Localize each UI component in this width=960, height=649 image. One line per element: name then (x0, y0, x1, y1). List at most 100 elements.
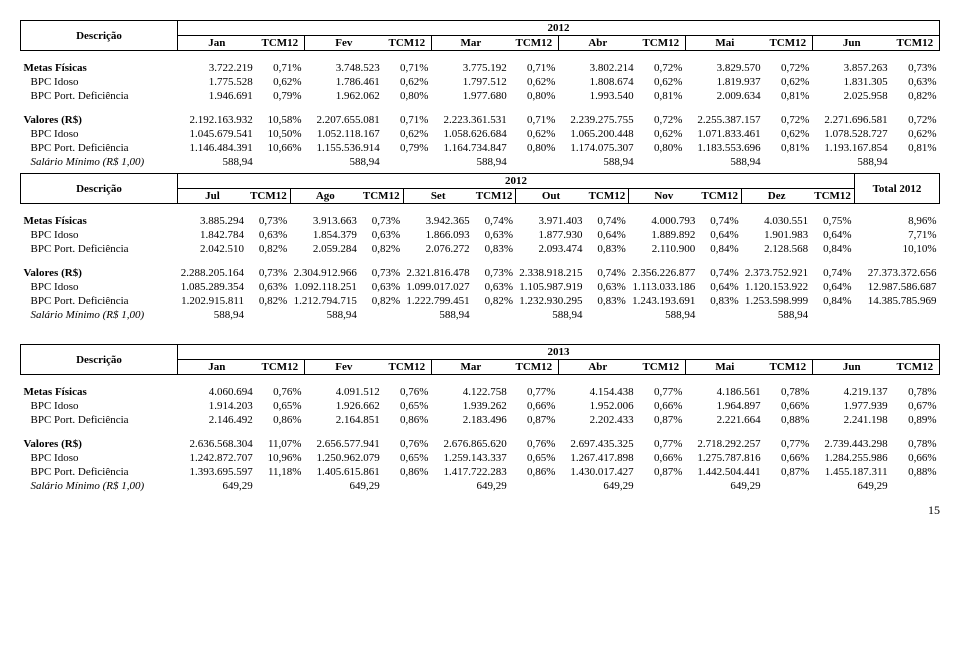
cell-pct: 0,80% (637, 141, 686, 155)
cell-value: 2.636.568.304 (178, 437, 256, 451)
cell-pct: 0,89% (891, 413, 940, 427)
cell-value: 1.442.504.441 (685, 465, 763, 479)
cell-pct: 0,86% (383, 413, 432, 427)
hdr-tcm-jun: TCM12 (891, 36, 940, 51)
cell-pct: 0,72% (764, 113, 813, 127)
table-2012-h2: Descrição 2012 Total 2012 JulTCM12 AgoTC… (20, 173, 940, 322)
cell-pct: 0,78% (764, 385, 813, 399)
cell-value: 3.748.523 (304, 61, 382, 75)
label-metas: Metas Físicas (21, 214, 178, 228)
cell-pct: 0,76% (256, 385, 305, 399)
hdr-fev: Fev (304, 36, 382, 51)
cell-value: 1.393.695.597 (178, 465, 256, 479)
cell-pct: 0,76% (510, 437, 559, 451)
cell-pct: 0,77% (637, 437, 686, 451)
cell-pct: 0,73% (473, 266, 516, 280)
label-salario: Salário Mínimo (R$ 1,00) (21, 155, 178, 169)
hdr-tcm-jul: TCM12 (247, 189, 290, 204)
cell-pct: 0,80% (510, 89, 559, 103)
row-metas: Metas Físicas 3.885.2940,73% 3.913.6630,… (21, 214, 940, 228)
row-metas: Metas Físicas 3.722.2190,71% 3.748.5230,… (21, 61, 940, 75)
cell-value: 1.889.892 (629, 228, 699, 242)
cell-value: 588,94 (178, 155, 256, 169)
cell-total: 27.373.372.656 (855, 266, 940, 280)
cell-pct: 0,86% (256, 413, 305, 427)
cell-pct: 0,82% (360, 294, 403, 308)
cell-value: 2.093.474 (516, 242, 586, 256)
cell-value: 1.993.540 (558, 89, 636, 103)
hdr-abr: Abr (558, 36, 636, 51)
cell-value: 1.866.093 (403, 228, 473, 242)
cell-pct: 0,84% (811, 242, 854, 256)
cell-pct: 0,81% (891, 141, 940, 155)
cell-value: 2.255.387.157 (685, 113, 763, 127)
cell-value: 2.223.361.531 (431, 113, 509, 127)
cell-value: 1.058.626.684 (431, 127, 509, 141)
cell-pct: 0,76% (383, 385, 432, 399)
cell-value: 1.786.461 (304, 75, 382, 89)
cell-value: 2.697.435.325 (558, 437, 636, 451)
cell-pct: 0,64% (811, 280, 854, 294)
label-bpc-def: BPC Port. Deficiência (21, 465, 178, 479)
cell-value: 3.857.263 (812, 61, 890, 75)
cell-pct: 11,18% (256, 465, 305, 479)
hdr-fev: Fev (304, 360, 382, 375)
cell-pct: 0,80% (510, 141, 559, 155)
cell-value: 649,29 (685, 479, 763, 493)
hdr-mai: Mai (685, 36, 763, 51)
cell-pct: 0,87% (637, 413, 686, 427)
cell-pct: 0,65% (383, 399, 432, 413)
cell-value: 1.939.262 (431, 399, 509, 413)
cell-value: 1.242.872.707 (178, 451, 256, 465)
hdr-tcm-fev: TCM12 (383, 36, 432, 51)
cell-pct: 0,71% (383, 61, 432, 75)
cell-value: 1.797.512 (431, 75, 509, 89)
cell-value: 2.739.443.298 (812, 437, 890, 451)
cell-value: 2.202.433 (558, 413, 636, 427)
cell-pct: 0,62% (510, 75, 559, 89)
header-year-2012: 2012 (178, 174, 855, 189)
table-2013-h1: Descrição 2013 JanTCM12 FevTCM12 MarTCM1… (20, 344, 940, 493)
cell-value: 1.808.674 (558, 75, 636, 89)
cell-value: 1.105.987.919 (516, 280, 586, 294)
cell-value: 649,29 (558, 479, 636, 493)
hdr-ago: Ago (290, 189, 360, 204)
cell-pct: 0,62% (383, 75, 432, 89)
cell-value: 2.656.577.941 (304, 437, 382, 451)
cell-pct: 0,63% (247, 280, 290, 294)
cell-value: 2.356.226.877 (629, 266, 699, 280)
cell-value: 588,94 (431, 155, 509, 169)
cell-pct: 0,86% (510, 465, 559, 479)
cell-pct: 0,74% (811, 266, 854, 280)
cell-value: 2.304.912.966 (290, 266, 360, 280)
cell-pct: 0,82% (247, 242, 290, 256)
label-valores: Valores (R$) (21, 113, 178, 127)
cell-value: 588,94 (178, 308, 248, 322)
cell-pct: 0,71% (510, 113, 559, 127)
label-valores: Valores (R$) (21, 437, 178, 451)
cell-pct: 0,62% (764, 127, 813, 141)
hdr-jan: Jan (178, 360, 256, 375)
cell-pct: 0,67% (891, 399, 940, 413)
cell-pct: 0,62% (891, 127, 940, 141)
hdr-tcm-mar: TCM12 (510, 36, 559, 51)
cell-pct: 0,72% (891, 113, 940, 127)
row-salario: Salário Mínimo (R$ 1,00) 588,94 588,94 5… (21, 308, 940, 322)
cell-pct: 0,82% (891, 89, 940, 103)
hdr-tcm-jan: TCM12 (256, 360, 305, 375)
row-val-idoso: BPC Idoso 1.045.679.54110,50% 1.052.118.… (21, 127, 940, 141)
row-valores: Valores (R$) 2.288.205.1640,73% 2.304.91… (21, 266, 940, 280)
row-valores: Valores (R$) 2.192.163.93210,58% 2.207.6… (21, 113, 940, 127)
cell-value: 4.000.793 (629, 214, 699, 228)
cell-value: 1.819.937 (685, 75, 763, 89)
cell-value: 2.288.205.164 (178, 266, 248, 280)
row-salario: Salário Mínimo (R$ 1,00) 649,29 649,29 6… (21, 479, 940, 493)
cell-value: 2.146.492 (178, 413, 256, 427)
hdr-nov: Nov (629, 189, 699, 204)
row-bpc-def: BPC Port. Deficiência 2.042.5100,82% 2.0… (21, 242, 940, 256)
cell-value: 649,29 (431, 479, 509, 493)
cell-pct: 0,66% (891, 451, 940, 465)
cell-pct: 0,72% (637, 61, 686, 75)
cell-value: 1.267.417.898 (558, 451, 636, 465)
cell-value: 2.009.634 (685, 89, 763, 103)
